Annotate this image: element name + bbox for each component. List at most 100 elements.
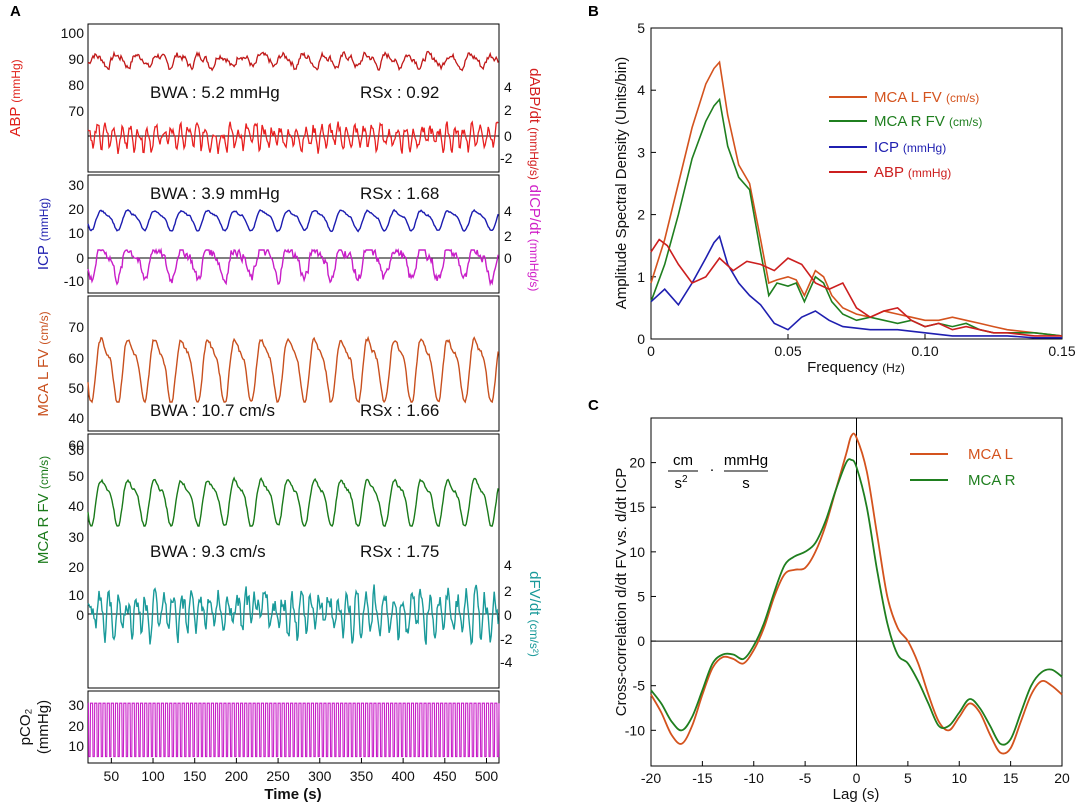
units-den1-exp: 2 (682, 474, 688, 485)
units-num2: mmHg (724, 452, 768, 469)
legend-label-mca-r: MCA R (968, 472, 1016, 489)
panel-b-ticks: 0 0.05 0.10 0.15 0 1 2 3 4 5 (637, 20, 1076, 359)
mcar-axis-title: MCA R FV (cm/s) (35, 456, 52, 564)
icp-tick-label: -10 (64, 273, 84, 289)
dicp-axis-title: dICP/dt (mmHg/s) (526, 185, 543, 292)
panel-b-ytick-label: 1 (637, 269, 645, 285)
mcar-tick-label: 10 (68, 587, 84, 603)
units-den2: s (742, 475, 750, 492)
pco2-axis-unit: (mmHg) (35, 700, 52, 754)
mcal-axis-label: MCA L FV (35, 349, 52, 417)
abp-axis-label: ABP (7, 107, 24, 137)
icp-axis-title: ICP (mmHg) (35, 198, 52, 270)
time-axis-ticks: 50 100 150 200 250 300 350 400 450 500 (104, 758, 499, 784)
icp-frame (87, 174, 500, 294)
pco2-tick-label: 30 (68, 697, 84, 713)
legend-label-mca-r: MCA R FV (cm/s) (874, 113, 982, 130)
legend-abp-name: ABP (874, 164, 904, 181)
xcorr-mca-r-line (650, 458, 1063, 746)
icp-tick-label: 0 (76, 250, 84, 266)
icp-axis-label: ICP (35, 245, 52, 270)
mcal-fv-line (87, 335, 499, 404)
abp-line (87, 50, 499, 72)
panel-c-xtick-label: -5 (799, 770, 812, 786)
dicp-axis-unit: (mmHg/s) (527, 239, 541, 292)
panel-c-xtick-label: 10 (951, 770, 967, 786)
panel-c: -20 -15 -10 -5 0 5 10 15 20 20 15 10 5 0 -5 -10 Cross-c… (613, 417, 1070, 803)
dicp-tick-label: 4 (504, 203, 512, 219)
time-axis-label: Time (s) (264, 786, 321, 803)
dfv-tick-label: 4 (504, 557, 512, 573)
panel-b-ytick-label: 4 (637, 82, 645, 98)
dfv-axis-unit: (cm/s²) (527, 620, 541, 657)
panel-c-ticks: -20 -15 -10 -5 0 5 10 15 20 20 15 10 5 0 -5 -10 (625, 455, 1070, 786)
mcal-tick-label: 70 (68, 319, 84, 335)
time-tick-label: 300 (308, 768, 332, 784)
panel-c-xtick-label: 20 (1054, 770, 1070, 786)
mcal-tick-label: 40 (68, 410, 84, 426)
panel-c-xtick-label: 0 (853, 770, 861, 786)
icp-tick-label: 20 (68, 201, 84, 217)
panel-b-legend: MCA L FV (cm/s) MCA R FV (cm/s) ICP (mmH… (829, 89, 982, 181)
dabp-tick-label: -2 (500, 150, 513, 166)
dabp-tick-label: 0 (504, 128, 512, 144)
dabp-axis-label: dABP/dt (526, 68, 543, 124)
dfv-tick-label: 0 (504, 607, 512, 623)
panel-b-xtick-label: 0.05 (774, 343, 801, 359)
panel-b-ytick-label: 5 (637, 20, 645, 36)
abp-tick-label: 70 (68, 103, 84, 119)
units-dot: · (710, 461, 715, 478)
panel-b-ytick-label: 0 (637, 331, 645, 347)
legend-label-mca-l: MCA L (968, 446, 1013, 463)
dfv-axis-label: dFV/dt (526, 571, 543, 616)
dabp-tick-label: 2 (504, 102, 512, 118)
dfv-tick-label: -2 (500, 631, 513, 647)
panel-b-xlabel-group: Frequency (Hz) (807, 359, 905, 376)
dfv-tick-label: -4 (500, 654, 513, 670)
spectrum-abp-line (650, 238, 1062, 337)
mcar-frame (87, 433, 500, 689)
panel-c-ylabel: Cross-correlation d/dt FV vs. d/dt ICP (613, 468, 630, 716)
panel-c-ytick-label: -10 (625, 722, 645, 738)
dicp-line (87, 247, 499, 287)
time-tick-label: 200 (225, 768, 249, 784)
spectrum-mca-r-line (650, 97, 1063, 337)
mcar-axis-unit: (cm/s) (37, 456, 51, 489)
panel-b-frame (650, 27, 1063, 340)
time-tick-label: 450 (433, 768, 457, 784)
icp-bwa-annotation: BWA : 3.9 mmHg (150, 184, 280, 203)
dabp-axis-unit: (mmHg/s) (527, 127, 541, 180)
pco2-line (87, 702, 500, 758)
mcar-tick-label: 0 (76, 607, 84, 623)
panel-c-xtick-label: -15 (692, 770, 712, 786)
abp-frame (87, 23, 500, 173)
time-tick-label: 500 (475, 768, 499, 784)
panel-c-ytick-label: 10 (629, 544, 645, 560)
mcal-axis-unit: (cm/s) (37, 311, 51, 344)
mcal-tick-label: 30 (68, 442, 84, 458)
legend-mca-r-unit: (cm/s) (949, 115, 982, 129)
panel-b-ytick-label: 2 (637, 207, 645, 223)
legend-icp-unit: (mmHg) (903, 141, 946, 155)
panel-a: 100 90 80 70 4 2 0 -2 30 20 10 0 -10 4 2… (7, 23, 543, 803)
dicp-axis-label: dICP/dt (526, 185, 543, 236)
panel-c-xtick-label: -10 (744, 770, 764, 786)
mcar-tick-label: 20 (68, 559, 84, 575)
legend-mca-l-name: MCA L FV (874, 89, 942, 106)
panel-c-ytick-label: 15 (629, 499, 645, 515)
mcal-axis-title: MCA L FV (cm/s) (35, 311, 52, 416)
dabp-tick-label: 4 (504, 79, 512, 95)
panel-c-label: C (588, 397, 599, 414)
time-tick-label: 250 (266, 768, 290, 784)
legend-mca-l-unit: (cm/s) (946, 91, 979, 105)
units-den1-base: s (674, 475, 682, 492)
pco2-tick-label: 20 (68, 718, 84, 734)
panel-c-xtick-label: 15 (1003, 770, 1019, 786)
legend-label-mca-l: MCA L FV (cm/s) (874, 89, 979, 106)
panel-b-xtick-label: 0.15 (1048, 343, 1075, 359)
pco2-axis-label: pCO₂ (17, 708, 34, 745)
legend-icp-name: ICP (874, 139, 899, 156)
panel-c-xlabel: Lag (s) (833, 786, 880, 803)
dfv-tick-label: 2 (504, 583, 512, 599)
panel-a-label: A (10, 3, 21, 20)
